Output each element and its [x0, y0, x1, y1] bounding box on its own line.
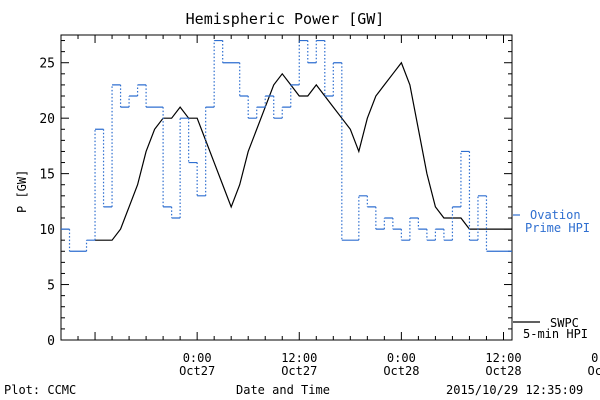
x-tick-label-date: Oct27	[179, 364, 215, 378]
y-tick-label: 25	[39, 57, 55, 72]
plot-timestamp: 2015/10/29 12:35:09	[446, 383, 584, 397]
plot-credit: Plot: CCMC	[4, 383, 77, 397]
chart-title: Hemispheric Power [GW]	[185, 10, 385, 28]
x-tick-label-time: 12:00	[281, 351, 317, 365]
legend-ovation-label-2: Prime HPI	[525, 221, 591, 235]
legend-swpc-label-1: SWPC	[550, 316, 579, 330]
plot-frame	[60, 34, 513, 341]
series-ovation-risers	[68, 40, 488, 252]
y-tick-label: 15	[39, 168, 55, 183]
x-tick-label-time: 0:00	[183, 351, 212, 365]
series-ovation-steps	[61, 39, 512, 252]
legend-ovation-label-1: Ovation	[530, 208, 581, 222]
series-swpc-line	[95, 61, 512, 241]
x-tick-label-date: Oct28	[485, 364, 521, 378]
y-tick-label: 0	[47, 334, 55, 349]
x-tick-label-date: Oct28	[383, 364, 419, 378]
x-tick-label-time: 0:00	[591, 351, 600, 365]
x-tick-label-time: 0:00	[387, 351, 416, 365]
x-tick-label-date: Oct29	[588, 364, 600, 378]
y-tick-label: 5	[47, 279, 55, 294]
x-tick-label-date: Oct27	[281, 364, 317, 378]
legend-swpc-label-2: 5-min HPI	[523, 327, 589, 341]
x-tick-label-time: 12:00	[485, 351, 521, 365]
y-tick-label: 10	[39, 223, 55, 238]
x-axis-label: Date and Time	[236, 383, 330, 397]
y-tick-label: 20	[39, 112, 55, 127]
